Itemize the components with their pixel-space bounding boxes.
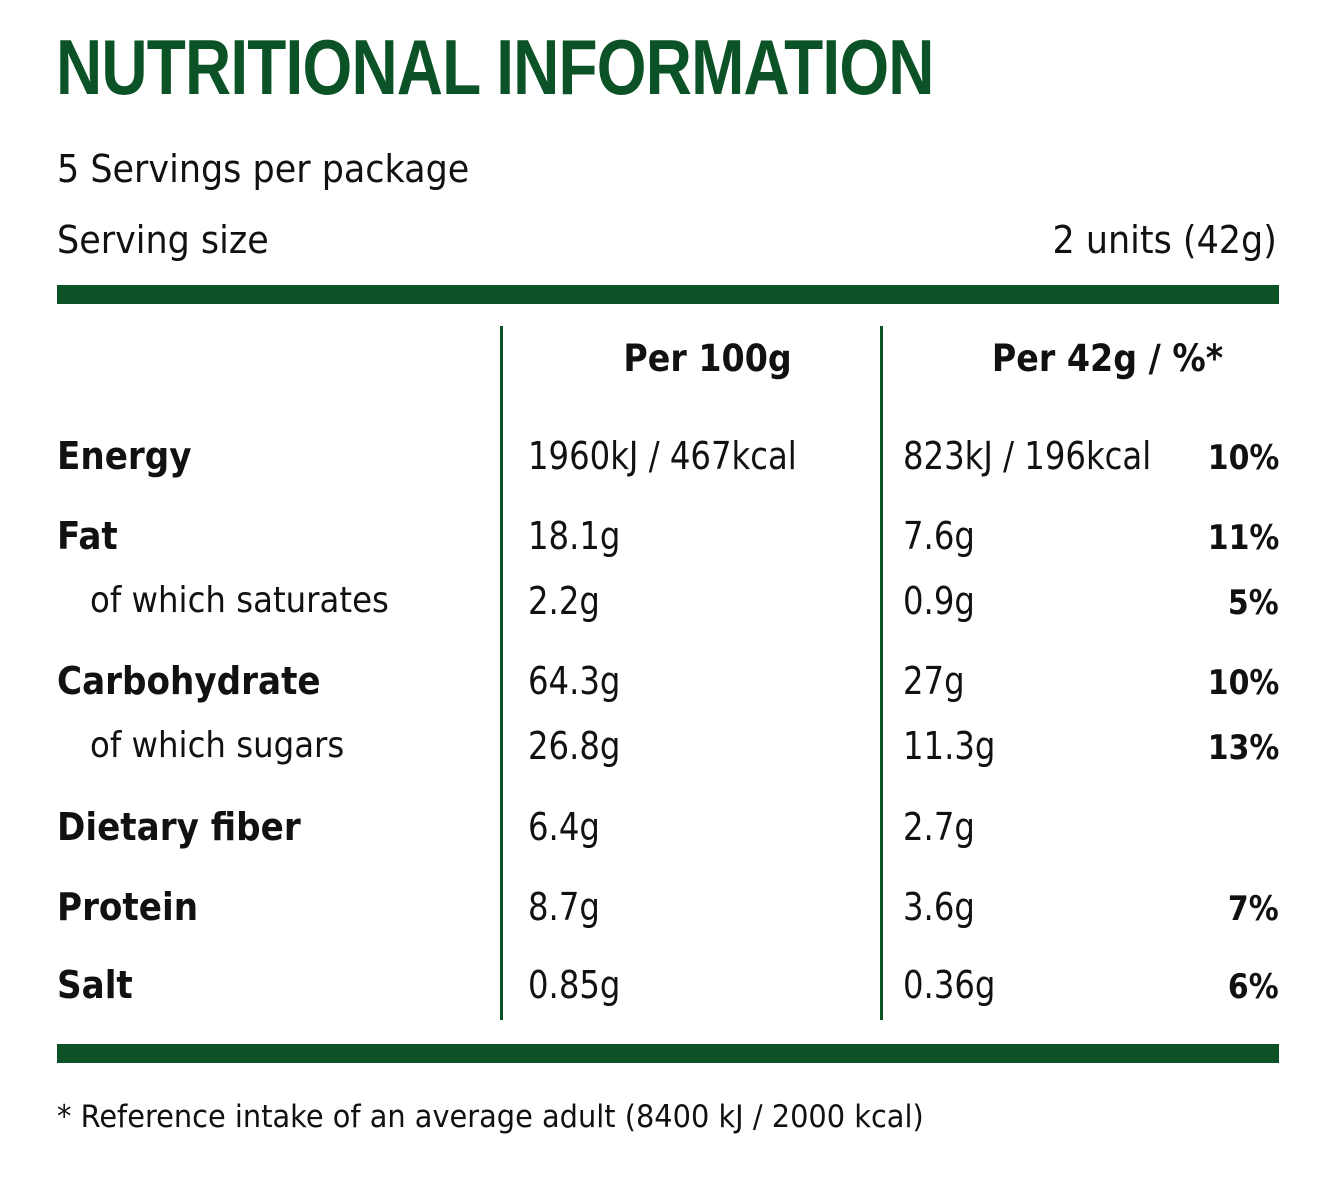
serving-size-label: Serving size [57,218,269,262]
row-name: Dietary fiber [57,805,301,849]
row-percent: 5% [1228,583,1279,623]
row-value-per-100g: 64.3g [528,659,621,703]
top-divider-bar [57,285,1279,304]
row-value-per-serving: 3.6g [903,885,975,929]
row-value-per-100g: 18.1g [528,514,621,558]
table-row: Protein 8.7g 3.6g 7% [0,882,1334,932]
row-name: Salt [57,963,133,1007]
row-value-per-serving: 823kJ / 196kcal [903,434,1152,478]
row-value-per-serving: 27g [903,659,965,703]
row-value-per-100g: 0.85g [528,963,621,1007]
row-value-per-serving: 7.6g [903,514,975,558]
table-row: Fat 18.1g 7.6g 11% [0,511,1334,561]
row-name: of which saturates [90,580,389,621]
table-row: Salt 0.85g 0.36g 6% [0,960,1334,1010]
bottom-divider-bar [57,1044,1279,1063]
column-header-per-100g-label: Per 100g [623,337,793,380]
row-value-per-serving: 0.36g [903,963,996,1007]
servings-per-package: 5 Servings per package [57,147,470,191]
row-value-per-serving: 11.3g [903,724,996,768]
row-percent: 6% [1228,967,1279,1007]
row-name: Protein [57,885,199,929]
column-divider-2 [880,326,883,1020]
column-header-per-100g: Per 100g [502,337,914,381]
column-header-per-serving: Per 42g / %* [882,337,1334,381]
page-title: NUTRITIONAL INFORMATION [56,23,935,111]
row-percent: 7% [1228,889,1279,929]
row-name: Energy [57,434,192,478]
table-row: Dietary fiber 6.4g 2.7g [0,802,1334,852]
row-percent: 13% [1207,728,1279,768]
row-value-per-100g: 8.7g [528,885,600,929]
row-value-per-100g: 26.8g [528,724,621,768]
footnote: * Reference intake of an average adult (… [57,1099,924,1135]
row-value-per-100g: 6.4g [528,805,600,849]
row-name: Carbohydrate [57,659,321,703]
serving-size-value: 2 units (42g) [1052,218,1277,262]
row-percent: 10% [1207,438,1279,478]
row-percent: 10% [1207,663,1279,703]
table-row: of which saturates 2.2g 0.9g 5% [0,576,1334,626]
column-divider-1 [500,326,503,1020]
row-value-per-serving: 0.9g [903,579,975,623]
row-name: Fat [57,514,118,558]
table-row: Energy 1960kJ / 467kcal 823kJ / 196kcal … [0,431,1334,481]
row-value-per-serving: 2.7g [903,805,975,849]
row-value-per-100g: 1960kJ / 467kcal [528,434,797,478]
row-value-per-100g: 2.2g [528,579,600,623]
column-header-per-serving-label: Per 42g / %* [992,337,1224,380]
row-name: of which sugars [90,725,345,766]
table-row: of which sugars 26.8g 11.3g 13% [0,721,1334,771]
row-percent: 11% [1207,518,1279,558]
table-row: Carbohydrate 64.3g 27g 10% [0,656,1334,706]
